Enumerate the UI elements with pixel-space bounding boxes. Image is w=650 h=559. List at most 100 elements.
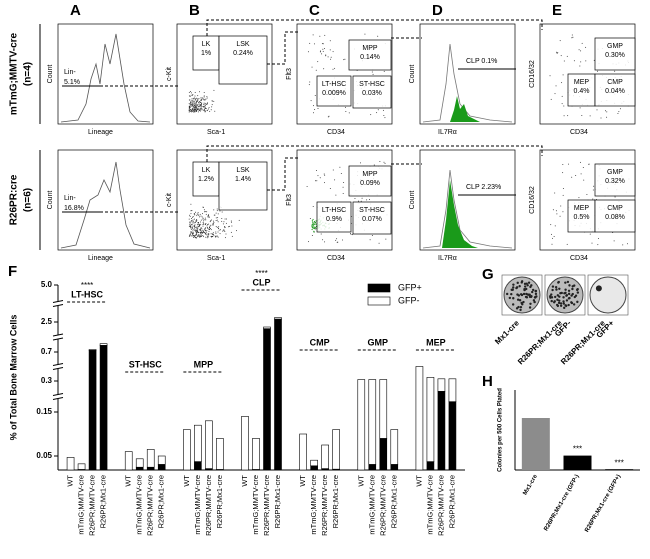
colony xyxy=(505,292,509,296)
colony xyxy=(512,286,515,289)
event-dot xyxy=(214,110,216,112)
y-tick-label: 0.15 xyxy=(36,407,52,416)
event-dot xyxy=(205,107,207,109)
event-dot xyxy=(224,227,226,229)
event-dot xyxy=(321,53,323,55)
gate xyxy=(594,199,636,233)
event-dot xyxy=(203,232,205,234)
event-dot xyxy=(588,163,590,165)
event-dot xyxy=(199,213,201,215)
event-dot xyxy=(208,214,210,216)
y-tick-label: 0.7 xyxy=(41,347,53,356)
gfp-dot xyxy=(313,227,316,230)
event-dot xyxy=(196,105,198,107)
x-tick-label: mTmG;MMTV-cre xyxy=(251,475,260,535)
bar-segment xyxy=(194,424,202,462)
event-dot xyxy=(199,234,201,236)
event-dot xyxy=(315,69,317,71)
colony xyxy=(528,293,531,296)
event-dot xyxy=(203,109,205,111)
event-dot xyxy=(618,111,620,113)
event-dot xyxy=(206,231,208,233)
event-dot xyxy=(190,221,192,223)
event-dot xyxy=(195,234,197,236)
event-dot xyxy=(197,234,199,236)
event-dot xyxy=(211,233,213,235)
colony xyxy=(519,305,523,309)
bar-segment xyxy=(216,438,224,470)
event-dot xyxy=(212,233,214,235)
event-dot xyxy=(199,224,201,226)
colony xyxy=(571,287,574,291)
event-dot xyxy=(198,226,200,228)
event-dot xyxy=(327,56,329,58)
event-dot xyxy=(188,103,190,105)
event-dot xyxy=(200,227,202,229)
event-dot xyxy=(189,222,191,224)
colony xyxy=(568,284,571,287)
event-dot xyxy=(370,114,372,116)
event-dot xyxy=(211,100,213,102)
event-dot xyxy=(194,225,196,227)
event-dot xyxy=(188,235,190,237)
event-dot xyxy=(344,58,346,60)
y-axis-label: c-Kit xyxy=(166,193,173,207)
event-dot xyxy=(196,229,198,231)
colony xyxy=(515,307,519,310)
event-dot xyxy=(188,109,190,111)
event-dot xyxy=(216,208,218,210)
event-dot xyxy=(192,94,194,96)
event-dot xyxy=(205,227,207,229)
event-dot xyxy=(312,34,314,36)
event-dot xyxy=(199,108,201,110)
event-dot xyxy=(212,224,214,226)
event-dot xyxy=(369,239,371,241)
event-dot xyxy=(200,230,202,232)
event-dot xyxy=(198,101,200,103)
event-dot xyxy=(195,230,197,232)
event-dot xyxy=(203,96,205,98)
bar-segment xyxy=(310,459,318,467)
event-dot xyxy=(597,237,599,239)
event-dot xyxy=(196,220,198,222)
colony xyxy=(531,288,535,292)
colony xyxy=(515,286,519,289)
y-axis-label: Flt3 xyxy=(286,68,293,80)
gate-percent: 0.4% xyxy=(574,88,590,95)
event-dot xyxy=(222,230,224,232)
colony xyxy=(525,282,528,285)
bar-segment xyxy=(332,429,340,470)
x-tick-label: WT xyxy=(414,475,423,487)
colony xyxy=(571,285,574,288)
event-dot xyxy=(196,232,198,234)
event-dot xyxy=(557,52,559,54)
event-dot xyxy=(201,108,203,110)
panel-letter: B xyxy=(189,2,200,19)
gate-label: LK xyxy=(202,167,211,174)
event-dot xyxy=(197,111,199,113)
axis-break-mark xyxy=(52,304,64,307)
gate xyxy=(352,201,392,235)
bar-segment xyxy=(66,457,75,471)
event-dot xyxy=(212,232,214,234)
x-axis-label: CD34 xyxy=(327,129,345,136)
event-dot xyxy=(214,214,216,216)
gfp-dot xyxy=(312,221,314,223)
event-dot xyxy=(189,214,191,216)
event-dot xyxy=(206,227,208,229)
event-dot xyxy=(191,233,193,235)
gfp-dot xyxy=(315,220,317,222)
event-dot xyxy=(317,108,319,110)
bar-segment xyxy=(241,416,249,471)
event-dot xyxy=(208,216,210,218)
event-dot xyxy=(199,231,201,233)
event-dot xyxy=(197,108,199,110)
event-dot xyxy=(202,230,204,232)
event-dot xyxy=(566,243,568,245)
gfp-dot xyxy=(314,223,316,225)
event-dot xyxy=(204,108,206,110)
event-dot xyxy=(561,82,563,84)
event-dot xyxy=(206,97,208,99)
event-dot xyxy=(626,243,628,245)
y-tick-label: 0.05 xyxy=(36,451,52,460)
